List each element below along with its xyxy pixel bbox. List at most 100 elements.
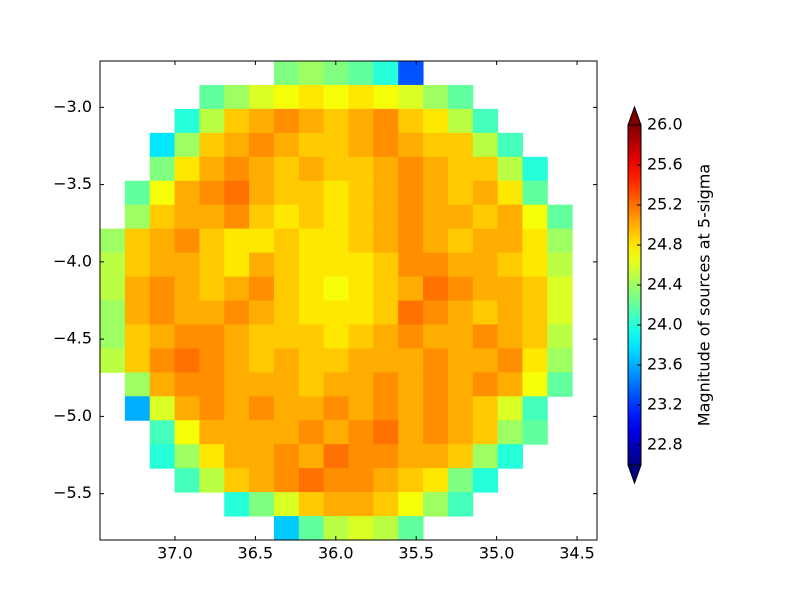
- heatmap-cell: [348, 420, 374, 445]
- heatmap-cell: [472, 444, 499, 469]
- heatmap-cell: [174, 420, 200, 445]
- heatmap-cell: [497, 228, 523, 254]
- heatmap-cell: [249, 132, 275, 158]
- heatmap-cell: [298, 348, 325, 373]
- heatmap-cell: [497, 132, 523, 158]
- heatmap-cell: [447, 108, 474, 134]
- heatmap-cell: [298, 396, 325, 421]
- heatmap-cell: [522, 252, 548, 278]
- heatmap-cell: [174, 180, 200, 206]
- heatmap-cell: [149, 444, 176, 469]
- heatmap-cell: [174, 108, 200, 134]
- heatmap-cell: [323, 468, 349, 493]
- heatmap-cell: [423, 180, 449, 206]
- heatmap-cell: [423, 84, 449, 110]
- heatmap-cell: [323, 372, 349, 397]
- heatmap-cell: [100, 324, 126, 349]
- heatmap-cell: [124, 204, 151, 230]
- heatmap-cell: [323, 204, 349, 230]
- colorbar-tick-label: 24.0: [647, 315, 683, 334]
- heatmap-cell: [398, 228, 424, 254]
- heatmap-cell: [447, 324, 474, 349]
- heatmap-cell: [298, 276, 325, 301]
- heatmap-cell: [273, 324, 300, 349]
- heatmap-cell: [348, 228, 374, 254]
- heatmap-cell: [472, 132, 499, 158]
- y-tick-label: −3.5: [53, 174, 92, 193]
- heatmap-cell: [398, 132, 424, 158]
- heatmap-cell: [224, 444, 250, 469]
- heatmap-cell: [447, 84, 474, 110]
- heatmap-cell: [497, 156, 523, 182]
- heatmap-cell: [547, 204, 573, 230]
- heatmap-cell: [348, 84, 374, 110]
- heatmap-cell: [373, 516, 399, 541]
- heatmap-cell: [398, 324, 424, 349]
- heatmap-cell: [398, 492, 424, 517]
- heatmap-cell: [199, 252, 225, 278]
- heatmap-cell: [398, 420, 424, 445]
- heatmap-cell: [423, 204, 449, 230]
- heatmap-cell: [373, 396, 399, 421]
- heatmap-cell: [249, 180, 275, 206]
- heatmap-cell: [447, 396, 474, 421]
- heatmap-cell: [273, 516, 300, 541]
- heatmap-cell: [423, 396, 449, 421]
- heatmap-cell: [224, 276, 250, 301]
- heatmap-cell: [149, 324, 176, 349]
- heatmap-cell: [149, 132, 176, 158]
- heatmap-cell: [497, 396, 523, 421]
- heatmap-cell: [124, 276, 151, 301]
- heatmap-cell: [249, 324, 275, 349]
- heatmap-cell: [447, 228, 474, 254]
- heatmap-cell: [273, 444, 300, 469]
- heatmap-cell: [348, 204, 374, 230]
- heatmap-cell: [199, 180, 225, 206]
- heatmap-cell: [547, 276, 573, 301]
- heatmap-cell: [199, 276, 225, 301]
- heatmap-cell: [348, 372, 374, 397]
- heatmap-cell: [348, 300, 374, 325]
- heatmap-cell: [174, 468, 200, 493]
- heatmap-cell: [547, 324, 573, 349]
- heatmap-cell: [447, 492, 474, 517]
- heatmap-cell: [199, 324, 225, 349]
- heatmap-cell: [472, 108, 499, 134]
- heatmap-cell: [472, 396, 499, 421]
- heatmap-cell: [298, 204, 325, 230]
- heatmap-cell: [298, 156, 325, 182]
- heatmap-cell: [249, 492, 275, 517]
- heatmap-cell: [447, 420, 474, 445]
- heatmap-cell: [497, 372, 523, 397]
- heatmap-cell: [497, 180, 523, 206]
- heatmap-cell: [199, 396, 225, 421]
- heatmap-cell: [174, 132, 200, 158]
- heatmap-cell: [323, 252, 349, 278]
- heatmap-cell: [174, 252, 200, 278]
- heatmap-cell: [547, 252, 573, 278]
- heatmap-cell: [174, 276, 200, 301]
- heatmap-cell: [348, 61, 374, 86]
- heatmap-cell: [249, 156, 275, 182]
- heatmap-cell: [423, 444, 449, 469]
- heatmap-cell: [273, 372, 300, 397]
- heatmap-cell: [273, 468, 300, 493]
- heatmap-cell: [323, 300, 349, 325]
- heatmap-cell: [423, 300, 449, 325]
- heatmap-cell: [224, 84, 250, 110]
- heatmap-cell: [174, 372, 200, 397]
- heatmap-cell: [124, 300, 151, 325]
- heatmap-cell: [472, 180, 499, 206]
- heatmap-cell: [472, 252, 499, 278]
- heatmap-cell: [472, 372, 499, 397]
- heatmap-cell: [199, 372, 225, 397]
- heatmap-cell: [373, 348, 399, 373]
- heatmap-cell: [323, 180, 349, 206]
- heatmap-cell: [249, 372, 275, 397]
- heatmap-cell: [298, 492, 325, 517]
- colorbar-extend-min: [627, 464, 642, 485]
- heatmap-cell: [373, 300, 399, 325]
- x-tick-label: 37.0: [157, 544, 193, 563]
- heatmap-cell: [447, 444, 474, 469]
